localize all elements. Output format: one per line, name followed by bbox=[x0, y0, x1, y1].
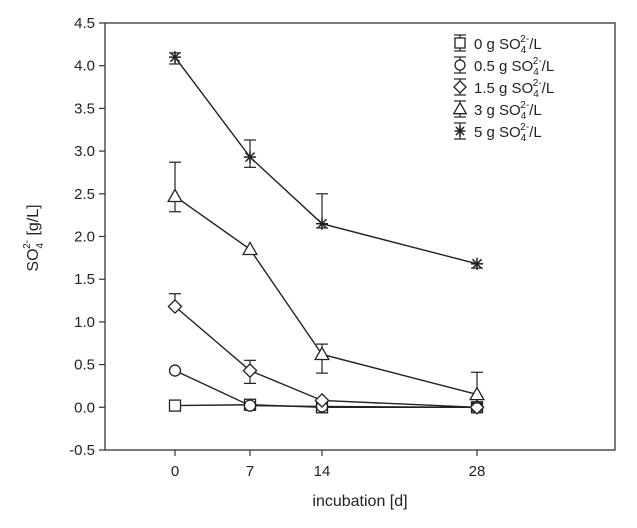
data-point bbox=[314, 392, 330, 408]
x-tick-label: 7 bbox=[246, 463, 254, 480]
legend-item: 0 g SO42-/L bbox=[454, 34, 542, 56]
x-axis-label: incubation [d] bbox=[312, 493, 407, 510]
series-line bbox=[174, 195, 478, 396]
series-line bbox=[174, 56, 478, 265]
data-point bbox=[469, 399, 485, 415]
y-axis-ticks: -0.5 0.0 0.5 1.0 1.5 2.0 2.5 3.0 3.5 4.0 4.5 bbox=[69, 15, 105, 459]
y-tick-label: -0.5 bbox=[69, 442, 95, 459]
legend-marker bbox=[454, 59, 466, 71]
asterisk-stroke bbox=[471, 258, 483, 269]
legend-label: 5 g SO42-/L bbox=[474, 122, 542, 144]
y-tick-label: 2.5 bbox=[74, 186, 95, 203]
y-tick-label: 3.0 bbox=[74, 143, 95, 160]
data-point bbox=[168, 51, 182, 64]
asterisk-stroke bbox=[169, 52, 181, 63]
asterisk-stroke bbox=[455, 126, 465, 136]
x-tick-label: 14 bbox=[314, 463, 331, 480]
legend-marker bbox=[454, 125, 466, 137]
data-point bbox=[243, 151, 257, 164]
y-tick-label: 3.5 bbox=[74, 100, 95, 117]
asterisk-stroke bbox=[316, 218, 328, 229]
data-point bbox=[242, 241, 258, 256]
series-triangle bbox=[167, 161, 485, 404]
y-tick-label: 4.5 bbox=[74, 15, 95, 32]
data-point bbox=[314, 346, 330, 361]
y-axis-label-sup: 2- bbox=[22, 240, 33, 249]
x-tick-label: 28 bbox=[469, 463, 486, 480]
legend-label: 1.5 g SO42-/L bbox=[474, 78, 554, 100]
data-point bbox=[167, 188, 183, 203]
y-tick-label: 0.0 bbox=[74, 399, 95, 416]
series-layer bbox=[167, 51, 485, 415]
legend-label: 0.5 g SO42-/L bbox=[474, 56, 554, 78]
legend-label: 3 g SO42-/L bbox=[474, 100, 542, 122]
x-axis-ticks: 0 7 14 28 bbox=[171, 450, 486, 480]
series-asterisk bbox=[168, 51, 484, 270]
series-diamond bbox=[167, 293, 485, 415]
legend-marker bbox=[452, 101, 468, 115]
asterisk-stroke bbox=[244, 152, 256, 163]
legend-item: 0.5 g SO42-/L bbox=[454, 56, 554, 78]
legend-marker bbox=[454, 37, 466, 49]
data-point bbox=[469, 386, 485, 401]
y-tick-label: 0.5 bbox=[74, 357, 95, 374]
data-point bbox=[168, 399, 182, 412]
legend-item: 3 g SO42-/L bbox=[452, 100, 542, 122]
data-point bbox=[315, 217, 329, 230]
y-tick-label: 4.0 bbox=[74, 58, 95, 75]
y-axis-label-base: SO bbox=[25, 248, 42, 271]
legend-item: 5 g SO42-/L bbox=[454, 122, 542, 144]
data-point bbox=[470, 257, 484, 270]
data-point bbox=[243, 399, 257, 412]
series-line bbox=[174, 305, 478, 408]
legend: 0 g SO42-/L0.5 g SO42-/L1.5 g SO42-/L3 g… bbox=[452, 34, 554, 144]
y-axis-label: SO42- [g/L] bbox=[22, 204, 46, 271]
x-tick-label: 0 bbox=[171, 463, 179, 480]
error-bar bbox=[169, 161, 181, 213]
y-axis-label-unit: [g/L] bbox=[25, 204, 42, 240]
data-point bbox=[167, 299, 183, 315]
data-point bbox=[168, 364, 182, 377]
y-tick-label: 1.0 bbox=[74, 314, 95, 331]
legend-item: 1.5 g SO42-/L bbox=[453, 78, 554, 100]
series-circle bbox=[168, 364, 484, 414]
series-line bbox=[174, 369, 478, 408]
legend-label: 0 g SO42-/L bbox=[474, 34, 542, 56]
data-point bbox=[242, 363, 258, 379]
y-tick-label: 2.0 bbox=[74, 229, 95, 246]
y-axis-label-sub: 4 bbox=[35, 242, 46, 248]
y-tick-label: 1.5 bbox=[74, 271, 95, 288]
legend-marker bbox=[453, 80, 467, 94]
